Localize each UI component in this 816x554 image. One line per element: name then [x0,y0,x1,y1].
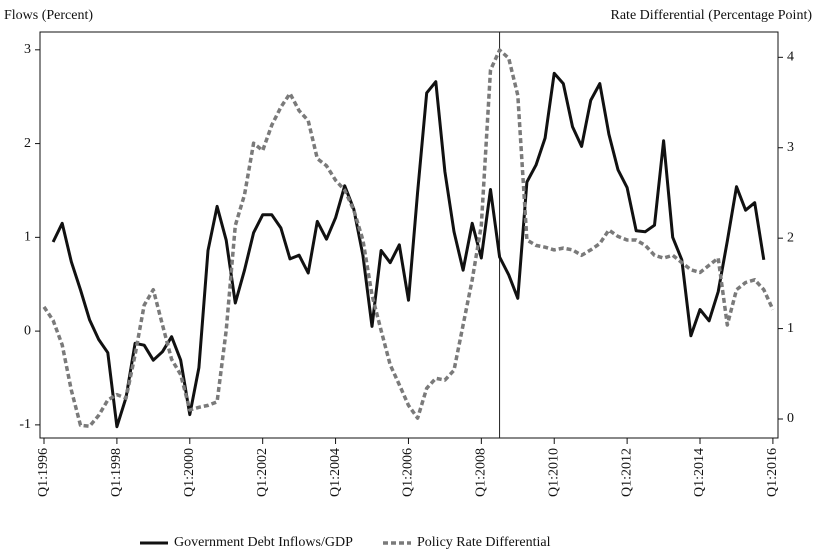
y2-tick-label: 0 [787,411,794,426]
x-tick-label: Q1:2014 [692,448,707,497]
y2-tick-label: 2 [787,230,794,245]
x-tick-label: Q1:2002 [255,448,270,497]
x-tick-label: Q1:2000 [182,448,197,497]
series-line [51,71,766,429]
y2-axis-label: Rate Differential (Percentage Point) [611,8,813,23]
series-line [42,48,775,428]
y-tick-label: 2 [24,136,31,151]
x-tick-label: Q1:2016 [765,448,780,497]
plot-frame [39,31,779,439]
y-tick-label: 0 [24,323,31,338]
x-tick-label: Q1:2012 [619,448,634,497]
x-tick-label: Q1:2010 [546,448,561,497]
x-tick-label: Q1:2004 [328,448,343,497]
y-tick-label: -1 [19,417,31,432]
y-axis-label: Flows (Percent) [4,8,93,23]
x-tick-label: Q1:1996 [36,448,51,497]
y-tick-label: 3 [24,42,31,57]
y2-tick-label: 3 [787,140,794,155]
y2-tick-label: 4 [787,50,794,65]
y-tick-label: 1 [24,230,31,245]
y2-tick-label: 1 [787,321,794,336]
x-tick-label: Q1:2006 [401,448,416,497]
x-tick-label: Q1:2008 [474,448,489,497]
legend-label: Government Debt Inflows/GDP [174,535,353,550]
x-tick-label: Q1:1998 [109,448,124,497]
legend-label: Policy Rate Differential [417,535,551,550]
